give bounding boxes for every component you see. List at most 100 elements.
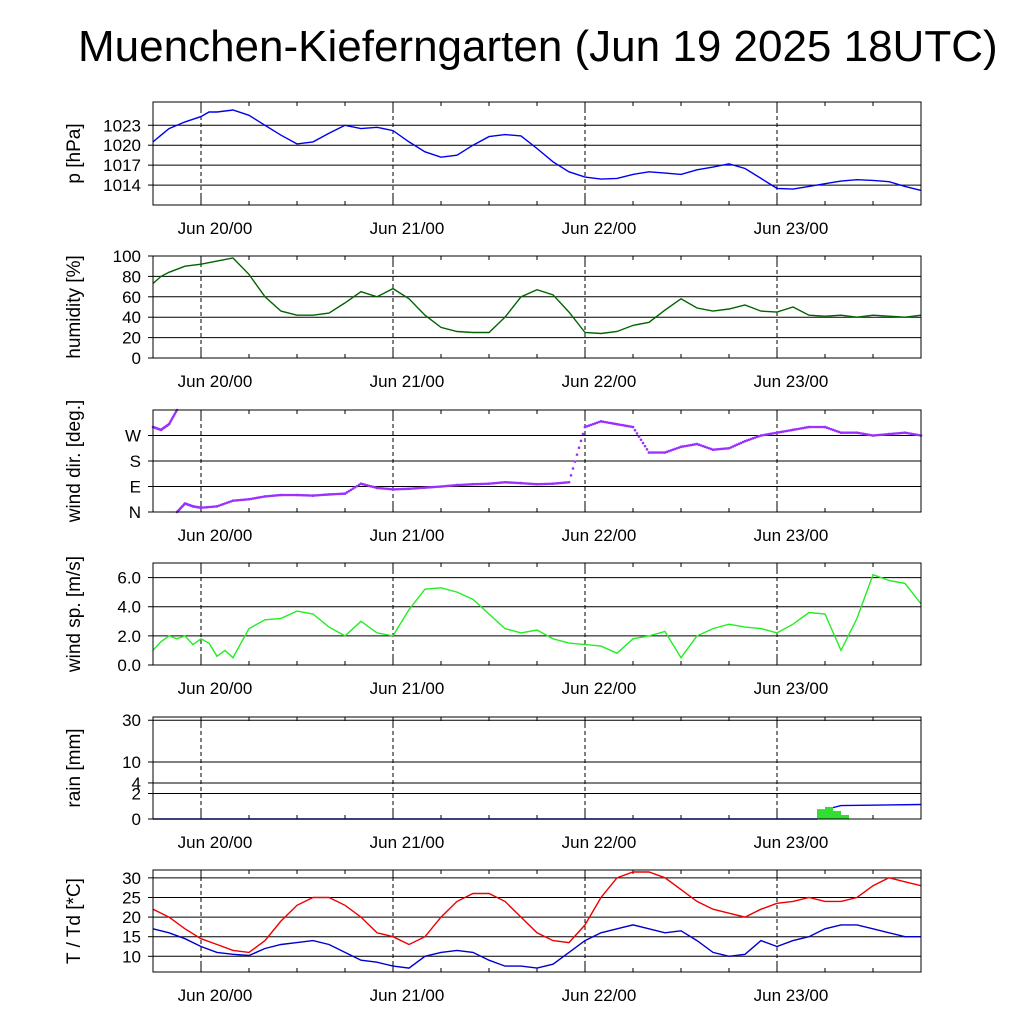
- wind-dir-point: [465, 483, 469, 486]
- wind-dir-point: [595, 421, 599, 425]
- wind-dir-point: [457, 483, 461, 487]
- wind-dir-point: [839, 431, 843, 434]
- wind-dir-point: [283, 493, 287, 497]
- wind-dir-point: [679, 445, 683, 449]
- wind-dir-point: [289, 493, 293, 497]
- wind-dir-point: [545, 482, 549, 486]
- wind-dir-point: [325, 493, 329, 496]
- wind-dir-point: [381, 487, 385, 490]
- wind-dir-point: [273, 494, 277, 497]
- wind-dir-point: [855, 431, 859, 434]
- wind-dir-point: [573, 460, 577, 463]
- wind-dir-point: [397, 487, 401, 491]
- x-tick-label: Jun 21/00: [370, 372, 445, 391]
- wind-dir-point: [709, 447, 713, 451]
- wind-dir-point: [913, 433, 917, 436]
- wind-dir-point: [743, 439, 747, 443]
- wind-dir-point: [887, 432, 891, 436]
- wind-dir-point: [755, 435, 759, 439]
- wind-dir-point: [663, 451, 667, 454]
- wind-dir-point: [493, 481, 497, 485]
- y-tick-label: 100: [113, 247, 141, 266]
- wind-dir-point: [733, 444, 737, 447]
- wind-dir-point: [335, 492, 339, 496]
- wind-dir-point: [603, 420, 607, 424]
- wind-dir-point: [735, 443, 739, 447]
- wind-dir-point: [675, 446, 679, 450]
- wind-dir-point: [793, 428, 797, 431]
- wind-dir-point: [781, 430, 785, 433]
- wind-dir-point: [215, 505, 219, 508]
- wind-dir-point: [327, 493, 331, 496]
- wind-dir-point: [203, 506, 207, 509]
- wind-dir-point: [321, 493, 325, 497]
- x-tick-label: Jun 22/00: [562, 679, 637, 698]
- wind-dir-point: [291, 493, 295, 497]
- y-tick-label: S: [130, 452, 141, 471]
- wind-dir-point: [909, 432, 913, 436]
- wind-dir-point: [309, 494, 313, 497]
- wind-dir-point: [225, 501, 229, 505]
- wind-dir-point: [587, 424, 591, 427]
- wind-dir-point: [353, 486, 357, 489]
- x-tick-label: Jun 20/00: [178, 372, 253, 391]
- wind-dir-point: [915, 433, 919, 437]
- wind-dir-point: [331, 492, 335, 496]
- wind-dir-point: [415, 486, 419, 490]
- wind-dir-point: [247, 497, 251, 501]
- wind-dir-point: [749, 437, 753, 441]
- x-tick-label: Jun 20/00: [178, 526, 253, 545]
- wind-dir-point: [319, 493, 323, 497]
- wind-dir-point: [505, 481, 509, 484]
- wind-dir-point: [857, 431, 861, 435]
- wind-dir-point: [859, 432, 863, 435]
- y-tick-label: 60: [122, 288, 141, 307]
- wind-dir-point: [513, 481, 517, 485]
- wind-dir-point: [279, 493, 283, 497]
- wind-dir-point: [757, 434, 761, 438]
- wind-dir-point: [831, 428, 835, 432]
- wind-dir-point: [315, 493, 319, 497]
- y-tick-label: 30: [122, 711, 141, 730]
- wind-dir-point: [227, 500, 231, 504]
- x-tick-label: Jun 22/00: [562, 526, 637, 545]
- wind-dir-point: [301, 493, 305, 497]
- x-tick-label: Jun 22/00: [562, 219, 637, 238]
- wind-dir-point: [671, 448, 675, 451]
- wind-dir-point: [617, 423, 621, 426]
- wind-dir-point: [619, 423, 623, 427]
- wind-dir-point: [297, 493, 301, 497]
- wind-dir-point: [651, 451, 655, 454]
- wind-dir-point: [753, 436, 757, 439]
- wind-dir-point: [265, 494, 269, 498]
- wind-dir-point: [775, 431, 779, 434]
- wind-dir-point: [351, 487, 355, 490]
- x-tick-label: Jun 22/00: [562, 986, 637, 1005]
- wind-dir-point: [259, 495, 263, 499]
- wind-dir-point: [729, 446, 733, 449]
- wind-dir-point: [601, 420, 605, 423]
- wind-dir-point: [329, 493, 333, 496]
- wind-dir-point: [559, 481, 563, 485]
- wind-dir-point: [611, 422, 615, 425]
- wind-dir-point: [641, 441, 645, 445]
- x-tick-label: Jun 21/00: [370, 679, 445, 698]
- wind-dir-point: [461, 483, 465, 487]
- wind-dir-point: [451, 484, 455, 487]
- wind-dir-point: [715, 448, 719, 451]
- plot-frame: [152, 255, 922, 359]
- wind-dir-point: [355, 484, 359, 488]
- wind-dir-point: [705, 446, 709, 449]
- wind-dir-point: [443, 484, 447, 488]
- wind-dir-point: [853, 431, 857, 434]
- wind-dir-point: [365, 483, 369, 487]
- wind-dir-point: [571, 467, 575, 470]
- series-line-1: [152, 573, 922, 659]
- wind-dir-point: [771, 432, 775, 435]
- wind-dir-point: [569, 474, 573, 477]
- y-tick-label: E: [130, 478, 141, 497]
- wind-dir-point: [221, 502, 225, 506]
- wind-dir-point: [847, 431, 851, 434]
- wind-dir-point: [577, 446, 581, 450]
- rain-bar: [825, 806, 833, 819]
